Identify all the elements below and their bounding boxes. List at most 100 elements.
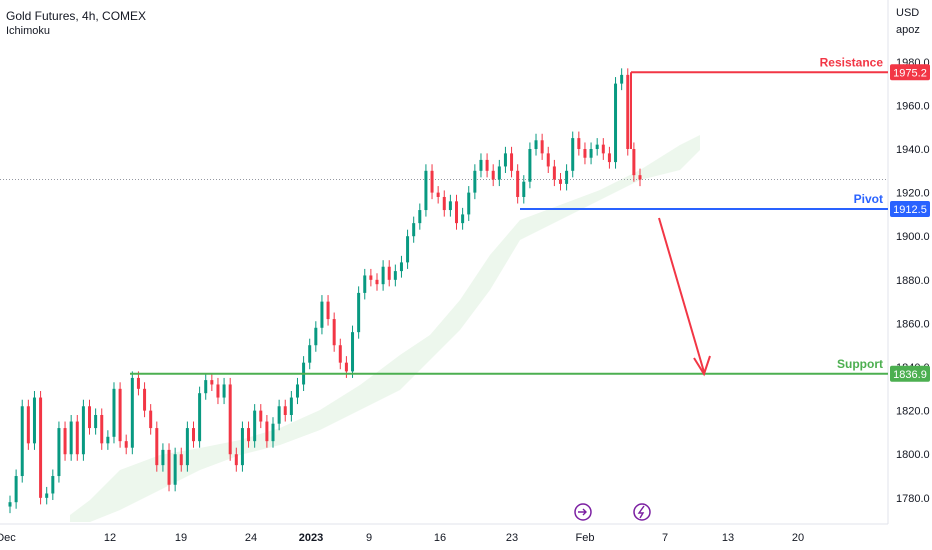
candle-body — [216, 384, 220, 398]
x-tick-label: 7 — [662, 532, 668, 544]
candle-body — [155, 428, 159, 466]
candle-body — [632, 149, 636, 176]
y-tick-label: 1900.0 — [896, 231, 930, 243]
y-tick-label: 1820.0 — [896, 406, 930, 418]
chart-title: Gold Futures, 4h, COMEX — [6, 9, 147, 23]
candle-body — [289, 397, 293, 415]
candle-body — [45, 493, 49, 498]
candle-body — [118, 388, 122, 442]
candle-body — [240, 428, 244, 466]
candle-body — [497, 166, 501, 180]
x-tick-label: Feb — [576, 532, 595, 544]
candle-body — [357, 292, 361, 333]
candle-body — [546, 153, 550, 167]
candle-body — [430, 170, 434, 193]
candle-body — [589, 149, 593, 158]
candle-body — [399, 262, 403, 272]
candle-body — [455, 201, 459, 224]
lightning-marker-icon — [633, 503, 651, 521]
candle-body — [204, 380, 208, 394]
price-tag-resistance — [890, 64, 930, 81]
candle-body — [14, 476, 18, 503]
candle-body — [26, 406, 30, 444]
candle-body — [112, 388, 116, 437]
candle-body — [406, 236, 410, 263]
candle-body — [106, 436, 110, 444]
candle-body — [540, 140, 544, 154]
candle-body — [234, 454, 238, 466]
candle-body — [20, 406, 24, 477]
candle-body — [571, 138, 575, 171]
candle-body — [338, 345, 342, 363]
ichimoku-cloud — [70, 135, 700, 522]
x-tick-label: 19 — [175, 532, 187, 544]
projection-arrow — [658, 217, 705, 373]
candle-body — [69, 421, 73, 455]
candle-body — [8, 502, 12, 507]
y-tick-label: 1940.0 — [896, 144, 930, 156]
candle-body — [485, 159, 489, 171]
candle-body — [308, 345, 312, 363]
event-arrow-icon — [578, 508, 587, 516]
candle-body — [558, 179, 562, 184]
x-tick-label: 9 — [366, 532, 372, 544]
x-tick-label: 12 — [104, 532, 116, 544]
candle-body — [63, 428, 67, 455]
candle-body — [167, 449, 171, 485]
candle-body — [503, 153, 507, 167]
candle-body — [448, 201, 452, 211]
candle-body — [601, 144, 605, 154]
price-tag-text-support: 1836.9 — [893, 369, 927, 381]
currency-label: USD — [896, 7, 920, 19]
candle-body — [295, 384, 299, 398]
candle-body — [577, 138, 581, 150]
candle-body — [191, 428, 195, 442]
level-label-support: Support — [837, 357, 883, 371]
candle-body — [595, 144, 599, 150]
x-tick-label: 2023 — [299, 532, 323, 544]
candle-body — [412, 223, 416, 237]
scale-mode-label[interactable]: apoz — [896, 24, 920, 36]
candle-body — [247, 428, 251, 442]
candle-body — [39, 397, 43, 498]
candle-body — [436, 192, 440, 197]
candle-body — [94, 414, 98, 429]
x-tick-label: 13 — [722, 532, 734, 544]
candle-body — [491, 170, 495, 180]
candle-body — [473, 170, 477, 193]
candle-body — [161, 449, 165, 466]
candle-body — [467, 192, 471, 215]
candle-body — [522, 181, 526, 197]
candle-body — [81, 406, 85, 455]
candle-body — [363, 275, 367, 293]
candle-body — [198, 393, 202, 442]
candle-body — [424, 170, 428, 211]
candle-body — [130, 377, 134, 448]
candle-body — [461, 214, 465, 224]
candle-body — [626, 74, 630, 150]
level-label-resistance: Resistance — [820, 55, 884, 69]
candle-body — [259, 410, 263, 422]
candle-body — [332, 319, 336, 346]
indicator-label[interactable]: Ichimoku — [6, 25, 51, 37]
candle-body — [528, 149, 532, 182]
lightning-icon — [637, 505, 645, 519]
candle-body — [375, 279, 379, 285]
candle-body — [381, 266, 385, 285]
candle-body — [136, 377, 140, 389]
candle-body — [253, 410, 257, 442]
y-tick-label: 1960.0 — [896, 100, 930, 112]
candle-body — [565, 170, 569, 184]
candle-body — [265, 421, 269, 442]
candle-body — [51, 476, 55, 494]
candle-body — [607, 153, 611, 163]
y-tick-label: 1780.0 — [896, 493, 930, 505]
y-tick-label: 1920.0 — [896, 188, 930, 200]
candle-body — [222, 384, 226, 398]
candle-body — [88, 406, 92, 429]
x-tick-label: 16 — [434, 532, 446, 544]
candle-body — [149, 410, 153, 429]
x-tick-label: 20 — [792, 532, 804, 544]
level-label-pivot: Pivot — [854, 192, 883, 206]
